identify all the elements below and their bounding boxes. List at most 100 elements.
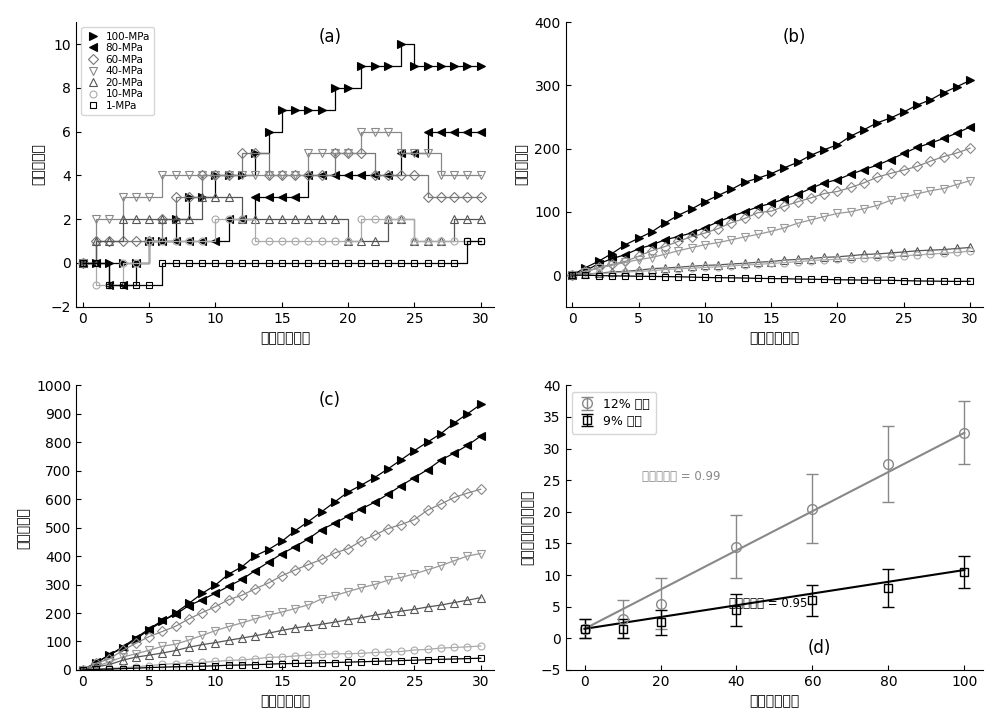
X-axis label: 时间（纳秒）: 时间（纳秒） [260, 331, 310, 345]
40-MPa [209, 171, 221, 180]
60-MPa [249, 149, 261, 158]
100-MPa [249, 149, 261, 158]
10-MPa [236, 215, 248, 223]
40-MPa [183, 171, 195, 180]
10-MPa [475, 236, 487, 245]
20-MPa [289, 215, 301, 223]
Legend: 12% 应变, 9% 应变: 12% 应变, 9% 应变 [572, 392, 656, 434]
20-MPa [263, 215, 275, 223]
X-axis label: 压强（兆帕）: 压强（兆帕） [749, 695, 800, 708]
80-MPa [369, 171, 381, 180]
10-MPa [435, 236, 447, 245]
1-MPa [77, 259, 89, 268]
60-MPa [276, 171, 288, 180]
100-MPa [369, 62, 381, 70]
100-MPa [209, 171, 221, 180]
Text: (b): (b) [783, 28, 806, 46]
1-MPa [475, 236, 487, 245]
40-MPa [130, 193, 142, 202]
20-MPa [302, 215, 314, 223]
10-MPa [422, 236, 434, 245]
10-MPa [90, 281, 102, 289]
60-MPa [302, 171, 314, 180]
80-MPa [236, 215, 248, 223]
40-MPa [422, 149, 434, 158]
20-MPa [276, 215, 288, 223]
80-MPa [209, 236, 221, 245]
60-MPa [342, 149, 354, 158]
10-MPa [223, 215, 235, 223]
20-MPa [435, 236, 447, 245]
60-MPa [156, 215, 168, 223]
Line: 1-MPa: 1-MPa [79, 238, 484, 289]
1-MPa [382, 259, 394, 268]
Y-axis label: 累积水通量: 累积水通量 [31, 144, 45, 186]
60-MPa [369, 171, 381, 180]
20-MPa [143, 215, 155, 223]
40-MPa [223, 171, 235, 180]
40-MPa [329, 149, 341, 158]
10-MPa [395, 215, 407, 223]
40-MPa [475, 171, 487, 180]
Text: (c): (c) [319, 392, 341, 410]
20-MPa [422, 236, 434, 245]
1-MPa [329, 259, 341, 268]
Text: (a): (a) [319, 28, 342, 46]
80-MPa [342, 171, 354, 180]
100-MPa [395, 40, 407, 49]
60-MPa [143, 236, 155, 245]
80-MPa [103, 281, 115, 289]
60-MPa [461, 193, 473, 202]
40-MPa [342, 149, 354, 158]
40-MPa [77, 259, 89, 268]
100-MPa [461, 62, 473, 70]
40-MPa [249, 171, 261, 180]
60-MPa [408, 171, 420, 180]
20-MPa [183, 215, 195, 223]
10-MPa [170, 236, 182, 245]
100-MPa [422, 62, 434, 70]
X-axis label: 时间（纳秒）: 时间（纳秒） [749, 331, 800, 345]
1-MPa [196, 259, 208, 268]
20-MPa [342, 236, 354, 245]
40-MPa [435, 171, 447, 180]
10-MPa [209, 215, 221, 223]
20-MPa [395, 215, 407, 223]
60-MPa [196, 171, 208, 180]
80-MPa [170, 236, 182, 245]
20-MPa [117, 215, 129, 223]
Y-axis label: 累积水通量: 累积水通量 [515, 144, 529, 186]
80-MPa [117, 281, 129, 289]
10-MPa [249, 236, 261, 245]
80-MPa [461, 128, 473, 136]
80-MPa [276, 193, 288, 202]
10-MPa [196, 236, 208, 245]
1-MPa [170, 259, 182, 268]
1-MPa [103, 281, 115, 289]
Line: 10-MPa: 10-MPa [79, 216, 484, 289]
60-MPa [209, 171, 221, 180]
Legend: 100-MPa, 80-MPa, 60-MPa, 40-MPa, 20-MPa, 10-MPa, 1-MPa: 100-MPa, 80-MPa, 60-MPa, 40-MPa, 20-MPa,… [81, 28, 154, 115]
60-MPa [448, 193, 460, 202]
1-MPa [342, 259, 354, 268]
1-MPa [461, 236, 473, 245]
1-MPa [130, 281, 142, 289]
60-MPa [170, 193, 182, 202]
10-MPa [117, 259, 129, 268]
20-MPa [156, 215, 168, 223]
1-MPa [302, 259, 314, 268]
60-MPa [289, 171, 301, 180]
20-MPa [90, 236, 102, 245]
80-MPa [316, 171, 328, 180]
40-MPa [316, 149, 328, 158]
Line: 20-MPa: 20-MPa [79, 193, 485, 267]
10-MPa [276, 236, 288, 245]
80-MPa [130, 259, 142, 268]
60-MPa [422, 193, 434, 202]
1-MPa [276, 259, 288, 268]
40-MPa [143, 193, 155, 202]
Y-axis label: 水流速（个每纳秒）: 水流速（个每纳秒） [521, 490, 535, 566]
20-MPa [475, 215, 487, 223]
80-MPa [448, 128, 460, 136]
20-MPa [369, 236, 381, 245]
